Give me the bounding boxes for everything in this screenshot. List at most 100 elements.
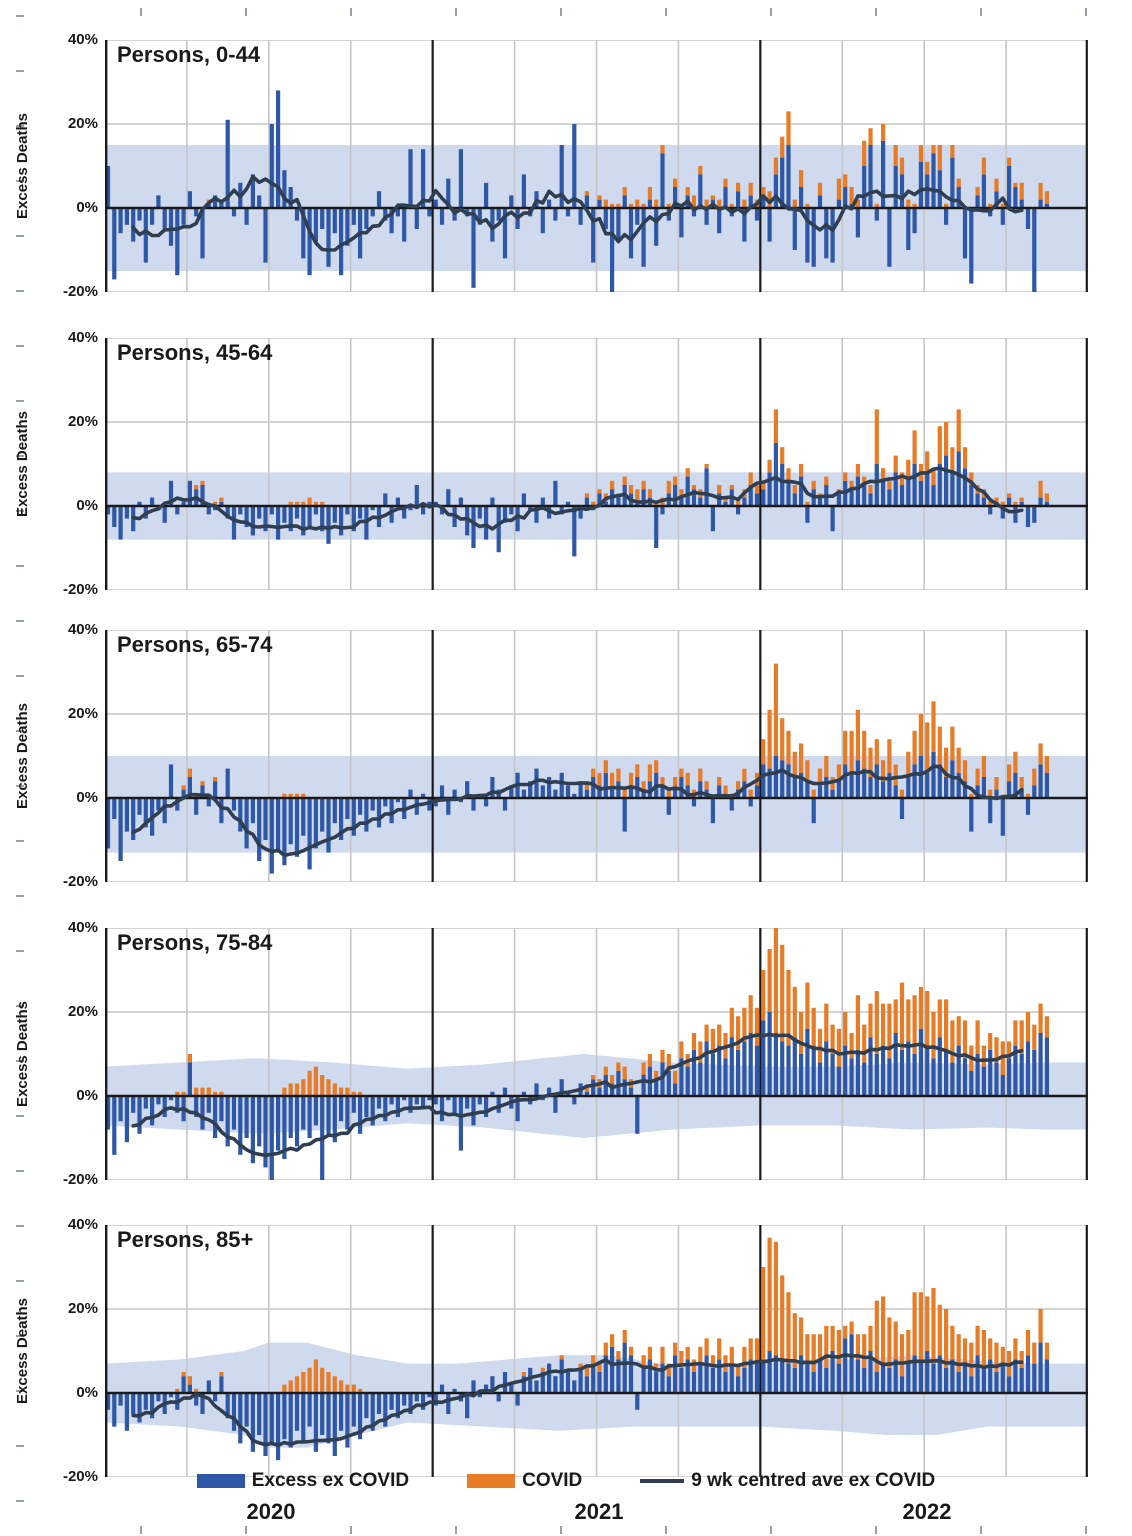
chart-svg-85plus (105, 1225, 1088, 1477)
covid-bars (175, 1237, 1049, 1393)
y-tick-label: 40% (67, 1216, 98, 1233)
ruler-tick (245, 1526, 247, 1534)
ruler-tick (16, 1500, 24, 1502)
ruler-tick (16, 1005, 24, 1007)
x-axis-year-2020: 2020 (246, 1499, 296, 1524)
ruler-tick (560, 8, 562, 16)
y-axis-title: Excess Deaths (14, 703, 31, 809)
nine-week-average-line (131, 174, 1024, 252)
ruler-tick (16, 620, 24, 622)
x-axis-year-2021: 2021 (574, 1499, 624, 1524)
legend-label: COVID (522, 1470, 583, 1491)
panel-persons-85plus: Excess Deaths 40% 20% 0% -20% Persons, 8… (0, 1216, 1132, 1485)
gridlines (105, 630, 1088, 882)
ruler-tick (16, 1170, 24, 1172)
y-tick-label: 40% (67, 621, 98, 638)
plot-area: Persons, 85+ (105, 1225, 1088, 1477)
gridlines (105, 338, 1088, 590)
y-tick-label: 40% (67, 919, 98, 936)
legend-label: 9 wk centred ave ex COVID (691, 1470, 936, 1491)
panel-persons-45-64: Excess Deaths 40% 20% 0% -20% Persons, 4… (0, 329, 1132, 598)
gridlines (105, 40, 1088, 292)
ruler-tick (16, 400, 24, 402)
y-tick-label: -20% (62, 1171, 98, 1188)
ruler-tick (665, 1526, 667, 1534)
panel-persons-75-84: Excess Deaths 40% 20% 0% -20% Persons, 7… (0, 919, 1132, 1188)
legend: Excess ex COVID COVID 9 wk centred ave e… (0, 1470, 1132, 1492)
ruler-tick (16, 290, 24, 292)
y-tick-label: 40% (67, 31, 98, 48)
panel-title: Persons, 45-64 (117, 340, 273, 365)
excess-ex-covid-bars (105, 1334, 1049, 1461)
ruler-tick (16, 1115, 24, 1117)
ruler-tick (16, 1390, 24, 1392)
ruler-tick (140, 8, 142, 16)
y-axis-title: Excess Deaths (14, 113, 31, 219)
ruler-tick (16, 1060, 24, 1062)
ruler-tick (16, 235, 24, 237)
y-tick-label: 20% (67, 705, 98, 722)
ruler-tick (16, 1335, 24, 1337)
ruler-tick (245, 8, 247, 16)
x-axis-year-2022: 2022 (902, 1499, 952, 1524)
y-tick-label: 20% (67, 115, 98, 132)
ruler-tick (16, 840, 24, 842)
nine-week-average-line (131, 466, 1024, 532)
chart-svg-75-84 (105, 928, 1088, 1180)
legend-label: Excess ex COVID (251, 1470, 410, 1491)
legend-item-covid: COVID (467, 1470, 582, 1492)
plot-area: Persons, 45-64 (105, 338, 1088, 590)
panel-persons-0-44: Excess Deaths 40% 20% 0% -20% Persons, 0… (0, 31, 1132, 300)
ruler-tick (16, 125, 24, 127)
chart-svg-65-74 (105, 630, 1088, 882)
ruler-tick (455, 8, 457, 16)
ruler-tick (16, 70, 24, 72)
ruler-tick (16, 950, 24, 952)
ruler-tick (1085, 1526, 1087, 1534)
plot-area: Persons, 75-84 (105, 928, 1088, 1180)
ruler-tick (665, 8, 667, 16)
y-tick-label: 20% (67, 413, 98, 430)
ruler-tick (980, 1526, 982, 1534)
ruler-tick (350, 1526, 352, 1534)
ruler-tick (980, 8, 982, 16)
ruler-tick (1085, 8, 1087, 16)
y-axis-title: Excess Deaths (14, 411, 31, 517)
ruler-tick (16, 730, 24, 732)
y-tick-label: -20% (62, 283, 98, 300)
ruler-tick (16, 895, 24, 897)
excess-bar-swatch-icon (196, 1474, 245, 1488)
ruler-tick (16, 785, 24, 787)
y-tick-label: 0% (76, 789, 98, 806)
panel-title: Persons, 85+ (117, 1227, 254, 1252)
ruler-tick (140, 1526, 142, 1534)
covid-bar-swatch-icon (467, 1474, 516, 1488)
ruler-tick (560, 1526, 562, 1534)
ruler-tick (16, 1225, 24, 1227)
panel-persons-65-74: Excess Deaths 40% 20% 0% -20% Persons, 6… (0, 621, 1132, 890)
chart-svg-45-64 (105, 338, 1088, 590)
average-line-swatch-icon (640, 1479, 685, 1483)
y-tick-label: -20% (62, 581, 98, 598)
chart-svg-0-44 (105, 40, 1088, 292)
y-axis-title: Excess Deaths (14, 1001, 31, 1107)
excess-ex-covid-bars (105, 751, 1049, 874)
ruler-tick (16, 565, 24, 567)
y-tick-label: 40% (67, 329, 98, 346)
ruler-tick (350, 8, 352, 16)
panel-title: Persons, 0-44 (117, 42, 261, 67)
y-tick-label: 20% (67, 1003, 98, 1020)
ruler-tick (16, 510, 24, 512)
ruler-tick (16, 345, 24, 347)
panel-title: Persons, 75-84 (117, 930, 273, 955)
plot-area: Persons, 65-74 (105, 630, 1088, 882)
ruler-tick (770, 1526, 772, 1534)
covid-bars (206, 111, 1049, 208)
nine-week-average-line (131, 1352, 1024, 1448)
panel-title: Persons, 65-74 (117, 632, 273, 657)
y-tick-label: -20% (62, 1468, 98, 1485)
nine-week-average-line (131, 1032, 1024, 1158)
legend-item-excess: Excess ex COVID (196, 1470, 410, 1492)
y-tick-label: -20% (62, 873, 98, 890)
